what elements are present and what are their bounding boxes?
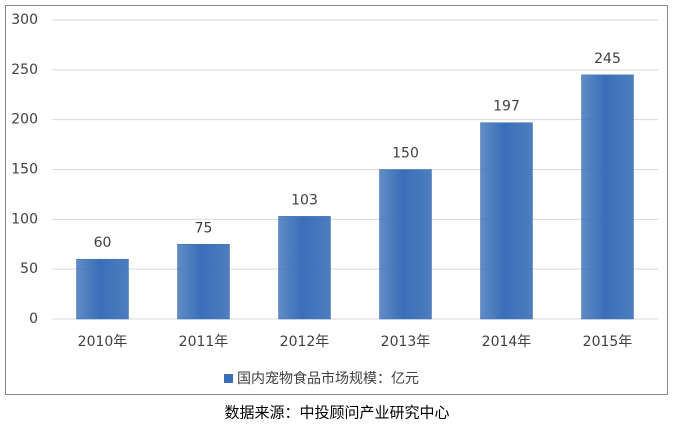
data-label: 197 — [493, 99, 520, 115]
x-tick-label: 2010年 — [78, 334, 128, 350]
legend-label: 国内宠物食品市场规模：亿元 — [237, 370, 419, 387]
chart-frame — [5, 5, 668, 395]
bar — [480, 122, 533, 320]
y-tick-label: 0 — [29, 311, 38, 327]
x-tick-label: 2015年 — [583, 334, 633, 350]
x-tick-label: 2014年 — [482, 334, 532, 350]
data-label: 150 — [392, 146, 419, 162]
x-tick-label: 2012年 — [280, 334, 330, 350]
bar — [278, 216, 331, 320]
y-tick-label: 100 — [11, 211, 38, 227]
x-tick-label: 2013年 — [381, 334, 431, 350]
data-label: 103 — [291, 192, 318, 208]
y-tick-label: 50 — [20, 261, 38, 277]
source-note: 数据来源：中投顾问产业研究中心 — [224, 404, 449, 422]
bar — [379, 169, 432, 320]
bar — [177, 244, 230, 320]
bar — [76, 258, 129, 320]
legend-swatch — [224, 374, 233, 383]
y-tick-label: 250 — [11, 62, 38, 78]
data-label: 60 — [94, 235, 112, 251]
x-tick-label: 2011年 — [179, 334, 229, 350]
y-tick-label: 200 — [11, 112, 38, 128]
bar — [581, 74, 634, 320]
y-tick-label: 300 — [11, 12, 38, 28]
legend: 国内宠物食品市场规模：亿元 — [224, 370, 419, 387]
data-label: 245 — [594, 51, 621, 67]
data-label: 75 — [195, 220, 213, 236]
y-tick-label: 150 — [11, 162, 38, 178]
